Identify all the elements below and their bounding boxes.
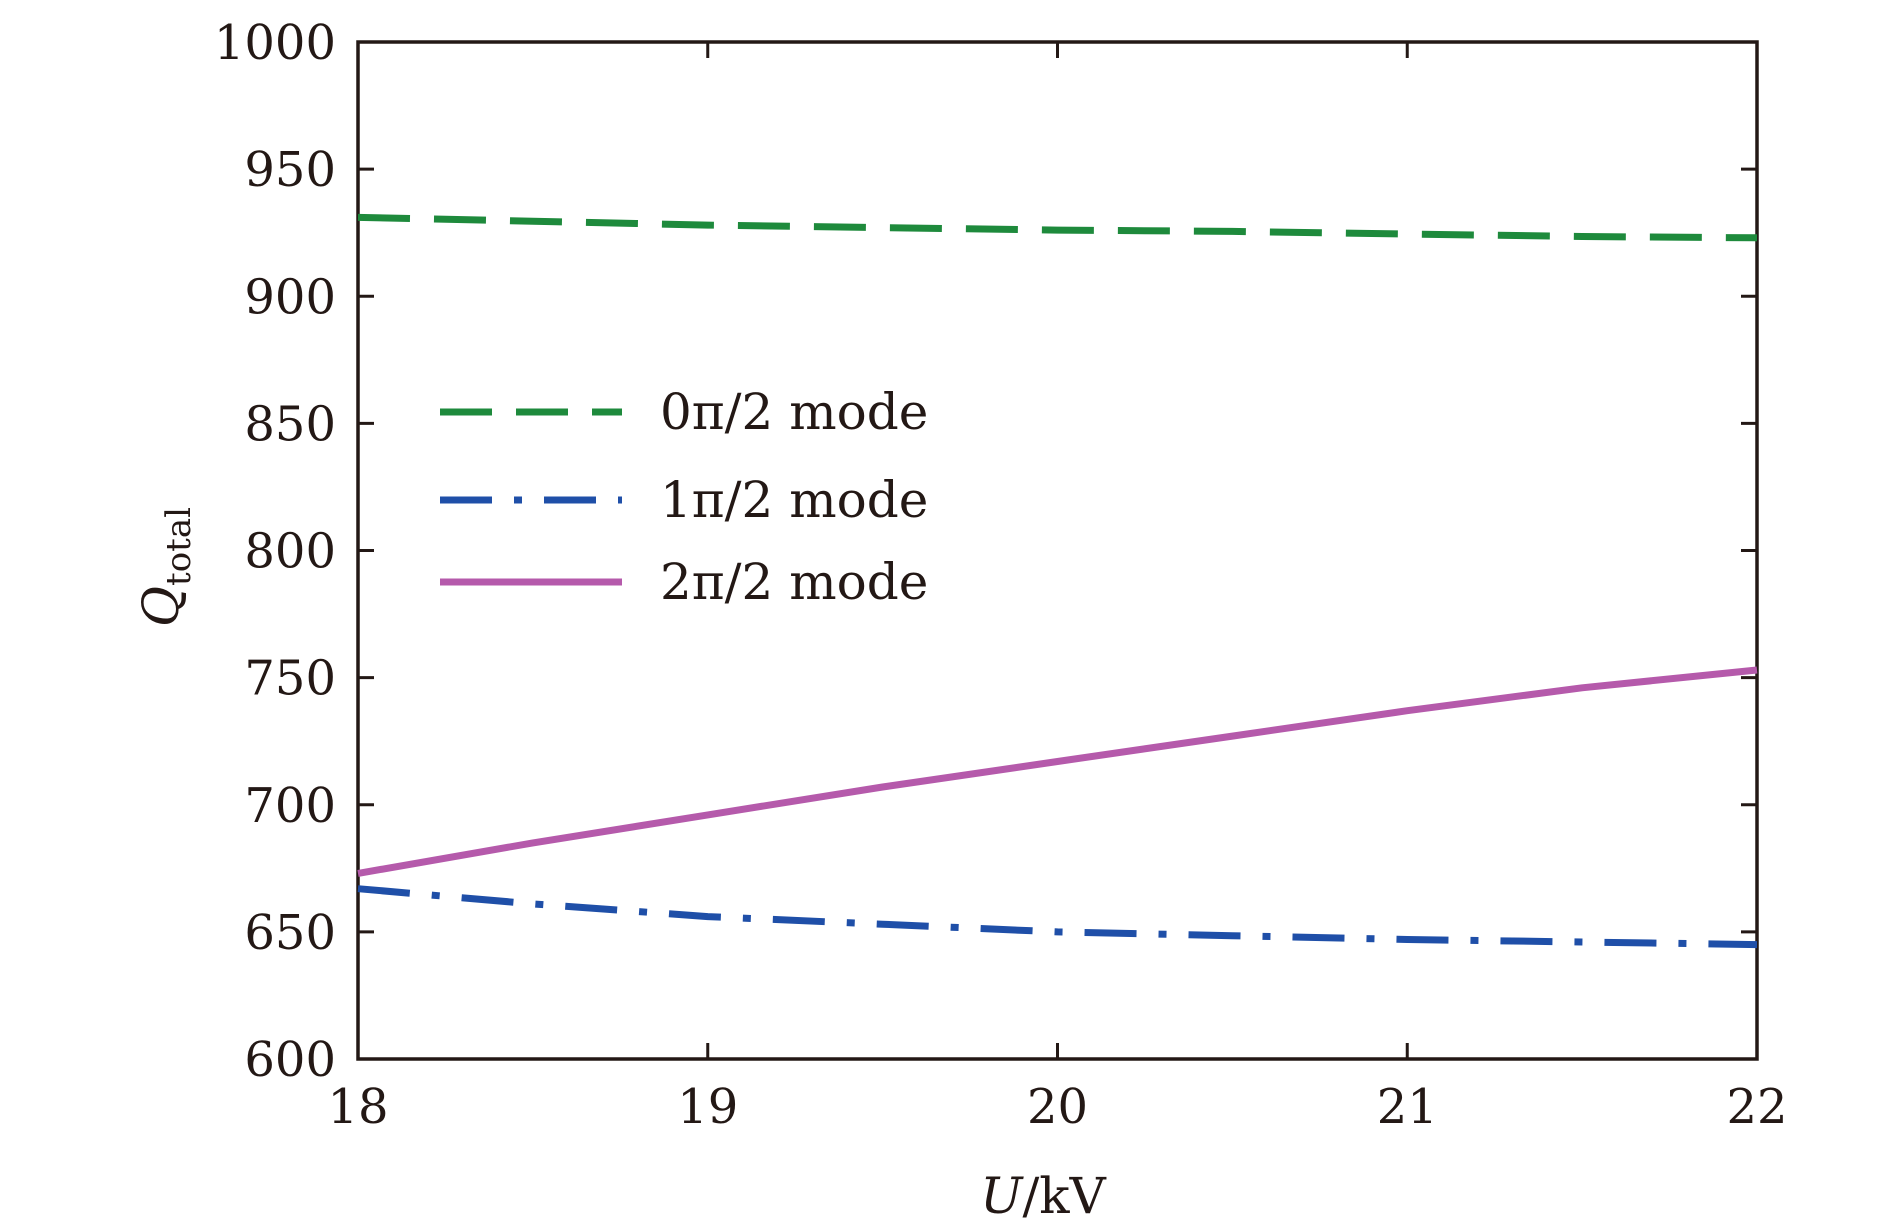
y-tick-label: 650	[244, 905, 336, 961]
legend-label-1: 1π/2 mode	[660, 471, 928, 529]
x-tick-label: 21	[1377, 1079, 1438, 1135]
legend: 0π/2 mode 1π/2 mode 2π/2 mode	[440, 383, 928, 611]
axis-ticks	[356, 40, 1759, 1061]
legend-label-0: 0π/2 mode	[660, 383, 928, 441]
y-tick-label: 700	[244, 778, 336, 834]
x-tick-labels: 18 19 20 21 22	[327, 1079, 1787, 1135]
x-axis-label: U/kV	[980, 1167, 1106, 1225]
x-tick-label: 22	[1726, 1079, 1787, 1135]
x-tick-label: 20	[1027, 1079, 1088, 1135]
y-tick-label: 600	[244, 1032, 336, 1088]
x-tick-label: 19	[677, 1079, 738, 1135]
y-tick-label: 950	[244, 142, 336, 198]
series-line-2	[357, 666, 1758, 877]
y-tick-label: 800	[244, 524, 336, 580]
y-tick-label: 850	[244, 396, 336, 452]
y-tick-label: 1000	[214, 15, 336, 71]
y-tick-labels: 600 650 700 750 800 850 900 950 1000	[214, 15, 336, 1088]
y-tick-label: 900	[244, 269, 336, 325]
y-tick-label: 750	[244, 651, 336, 707]
series-line-1	[357, 885, 1758, 949]
x-tick-label: 18	[327, 1079, 388, 1135]
series-lines	[357, 213, 1758, 949]
legend-label-2: 2π/2 mode	[660, 553, 928, 611]
y-axis-label: Qtotal	[132, 507, 199, 627]
series-line-0	[357, 213, 1758, 242]
